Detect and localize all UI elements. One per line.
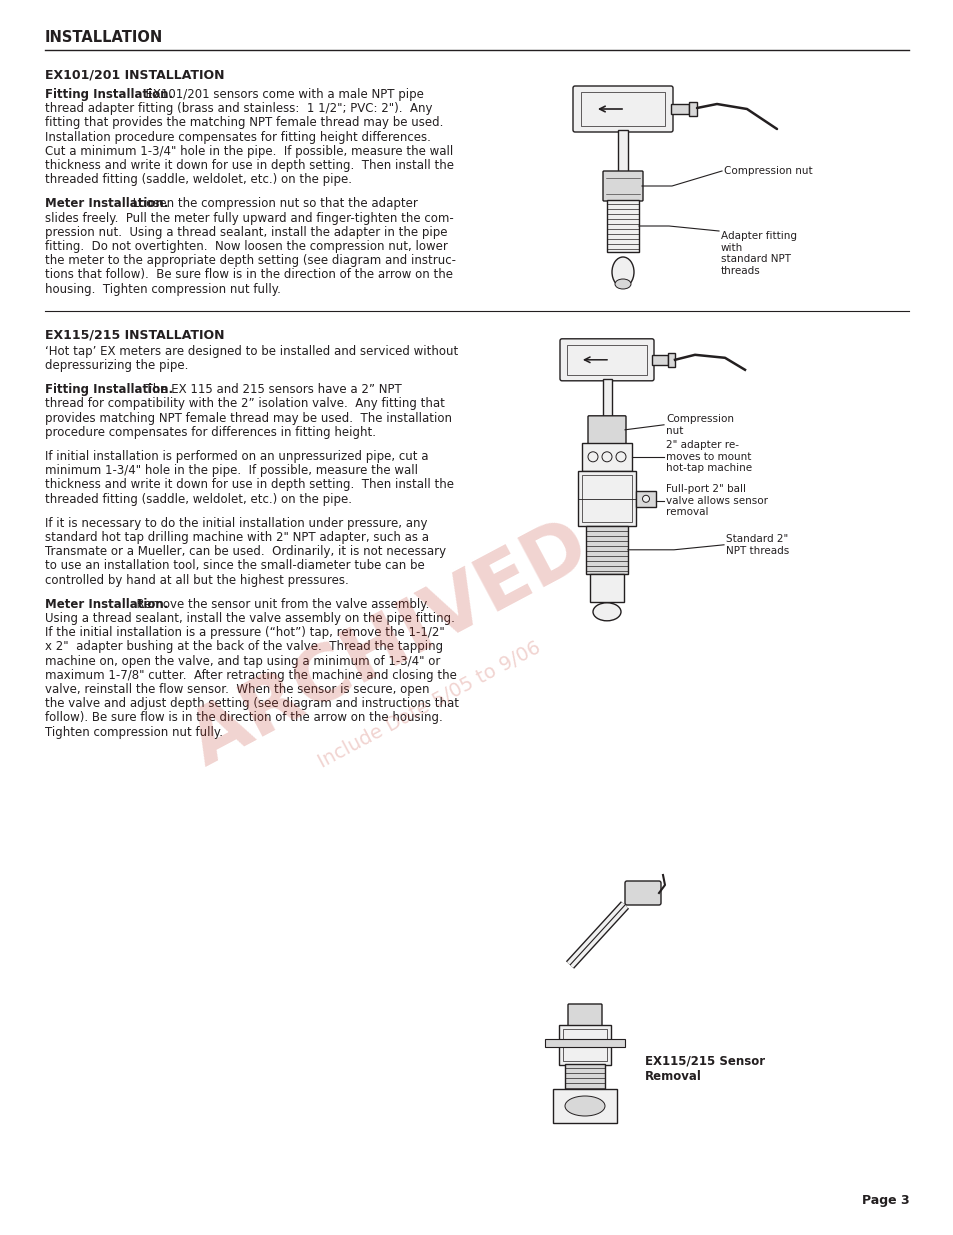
Bar: [578, 471, 636, 526]
Text: provides matching NPT female thread may be used.  The installation: provides matching NPT female thread may …: [45, 411, 452, 425]
Text: If initial installation is performed on an unpressurized pipe, cut a: If initial installation is performed on …: [45, 450, 428, 463]
Ellipse shape: [612, 257, 634, 287]
Text: EX115/215 Sensor
Removal: EX115/215 Sensor Removal: [644, 1055, 764, 1083]
FancyBboxPatch shape: [573, 86, 672, 132]
Text: Cut a minimum 1-3/4" hole in the pipe.  If possible, measure the wall: Cut a minimum 1-3/4" hole in the pipe. I…: [45, 144, 453, 158]
Text: threaded fitting (saddle, weldolet, etc.) on the pipe.: threaded fitting (saddle, weldolet, etc.…: [45, 173, 352, 186]
Text: Meter Installation.: Meter Installation.: [45, 598, 168, 611]
Text: pression nut.  Using a thread sealant, install the adapter in the pipe: pression nut. Using a thread sealant, in…: [45, 226, 447, 238]
Text: The EX 115 and 215 sensors have a 2” NPT: The EX 115 and 215 sensors have a 2” NPT: [137, 383, 401, 396]
Ellipse shape: [641, 495, 649, 503]
Text: Fitting Installation.: Fitting Installation.: [45, 383, 172, 396]
Text: fitting that provides the matching NPT female thread may be used.: fitting that provides the matching NPT f…: [45, 116, 443, 130]
Text: valve, reinstall the flow sensor.  When the sensor is secure, open: valve, reinstall the flow sensor. When t…: [45, 683, 429, 697]
Text: If the initial installation is a pressure (“hot”) tap, remove the 1-1/2": If the initial installation is a pressur…: [45, 626, 444, 640]
FancyBboxPatch shape: [587, 416, 625, 443]
Text: procedure compensates for differences in fitting height.: procedure compensates for differences in…: [45, 426, 375, 438]
Text: ARCHIVED: ARCHIVED: [178, 509, 601, 782]
Bar: [581, 474, 631, 522]
Bar: [606, 200, 639, 252]
Ellipse shape: [564, 1095, 604, 1116]
Text: Page 3: Page 3: [862, 1194, 909, 1207]
Text: Meter Installation.: Meter Installation.: [45, 198, 168, 210]
Text: Remove the sensor unit from the valve assembly.: Remove the sensor unit from the valve as…: [129, 598, 429, 611]
Text: ‘Hot tap’ EX meters are designed to be installed and serviced without: ‘Hot tap’ EX meters are designed to be i…: [45, 345, 457, 358]
Bar: [667, 353, 675, 367]
Text: Full-port 2" ball
valve allows sensor
removal: Full-port 2" ball valve allows sensor re…: [665, 484, 767, 517]
Text: tions that follow).  Be sure flow is in the direction of the arrow on the: tions that follow). Be sure flow is in t…: [45, 268, 453, 282]
Text: Include Date 5/05 to 9/06: Include Date 5/05 to 9/06: [315, 638, 544, 772]
Text: maximum 1-7/8" cutter.  After retracting the machine and closing the: maximum 1-7/8" cutter. After retracting …: [45, 669, 456, 682]
Text: slides freely.  Pull the meter fully upward and finger-tighten the com-: slides freely. Pull the meter fully upwa…: [45, 211, 454, 225]
Text: the valve and adjust depth setting (see diagram and instructions that: the valve and adjust depth setting (see …: [45, 698, 458, 710]
Text: controlled by hand at all but the highest pressures.: controlled by hand at all but the highes…: [45, 573, 349, 587]
Text: thread adapter fitting (brass and stainless:  1 1/2"; PVC: 2").  Any: thread adapter fitting (brass and stainl…: [45, 103, 432, 115]
FancyBboxPatch shape: [567, 1004, 601, 1026]
Text: housing.  Tighten compression nut fully.: housing. Tighten compression nut fully.: [45, 283, 280, 295]
Text: thickness and write it down for use in depth setting.  Then install the: thickness and write it down for use in d…: [45, 478, 454, 492]
Text: x 2"  adapter bushing at the back of the valve.  Thread the tapping: x 2" adapter bushing at the back of the …: [45, 641, 442, 653]
Text: threaded fitting (saddle, weldolet, etc.) on the pipe.: threaded fitting (saddle, weldolet, etc.…: [45, 493, 352, 505]
Text: Transmate or a Mueller, can be used.  Ordinarily, it is not necessary: Transmate or a Mueller, can be used. Ord…: [45, 545, 446, 558]
Text: the meter to the appropriate depth setting (see diagram and instruc-: the meter to the appropriate depth setti…: [45, 254, 456, 267]
Text: Installation procedure compensates for fitting height differences.: Installation procedure compensates for f…: [45, 131, 431, 143]
Text: EX101/201 sensors come with a male NPT pipe: EX101/201 sensors come with a male NPT p…: [137, 88, 423, 101]
Text: EX115/215 INSTALLATION: EX115/215 INSTALLATION: [45, 329, 224, 342]
Text: minimum 1-3/4" hole in the pipe.  If possible, measure the wall: minimum 1-3/4" hole in the pipe. If poss…: [45, 464, 417, 477]
Text: Standard 2"
NPT threads: Standard 2" NPT threads: [725, 534, 788, 556]
Text: Using a thread sealant, install the valve assembly on the pipe fitting.: Using a thread sealant, install the valv…: [45, 613, 455, 625]
Text: fitting.  Do not overtighten.  Now loosen the compression nut, lower: fitting. Do not overtighten. Now loosen …: [45, 240, 447, 253]
Ellipse shape: [615, 279, 630, 289]
Bar: [585, 526, 627, 574]
Text: thread for compatibility with the 2” isolation valve.  Any fitting that: thread for compatibility with the 2” iso…: [45, 398, 444, 410]
Bar: [651, 354, 667, 364]
Text: standard hot tap drilling machine with 2" NPT adapter, such as a: standard hot tap drilling machine with 2…: [45, 531, 429, 543]
Text: Adapter fitting
with
standard NPT
threads: Adapter fitting with standard NPT thread…: [720, 231, 796, 275]
Text: follow). Be sure flow is in the direction of the arrow on the housing.: follow). Be sure flow is in the directio…: [45, 711, 442, 725]
Text: Fitting Installation.: Fitting Installation.: [45, 88, 172, 101]
Bar: [544, 1039, 624, 1047]
FancyBboxPatch shape: [602, 170, 642, 201]
Bar: [553, 1089, 617, 1123]
Text: machine on, open the valve, and tap using a minimum of 1-3/4" or: machine on, open the valve, and tap usin…: [45, 655, 440, 668]
Bar: [589, 574, 623, 601]
Text: INSTALLATION: INSTALLATION: [45, 30, 163, 44]
Text: depressurizing the pipe.: depressurizing the pipe.: [45, 359, 188, 372]
Text: 2" adapter re-
moves to mount
hot-tap machine: 2" adapter re- moves to mount hot-tap ma…: [665, 440, 751, 473]
Text: If it is necessary to do the initial installation under pressure, any: If it is necessary to do the initial ins…: [45, 516, 427, 530]
Text: thickness and write it down for use in depth setting.  Then install the: thickness and write it down for use in d…: [45, 159, 454, 172]
Text: to use an installation tool, since the small-diameter tube can be: to use an installation tool, since the s…: [45, 559, 424, 572]
FancyBboxPatch shape: [624, 881, 660, 905]
Bar: [558, 1025, 610, 1065]
Bar: [580, 91, 664, 126]
Bar: [564, 1065, 604, 1091]
Text: Compression nut: Compression nut: [723, 165, 812, 177]
Text: Compression
nut: Compression nut: [665, 414, 733, 436]
Bar: [566, 345, 646, 374]
Text: EX101/201 INSTALLATION: EX101/201 INSTALLATION: [45, 68, 224, 82]
Bar: [581, 443, 631, 471]
Bar: [670, 104, 688, 114]
Bar: [562, 1029, 606, 1061]
Ellipse shape: [593, 603, 620, 621]
Bar: [636, 490, 656, 506]
Text: Tighten compression nut fully.: Tighten compression nut fully.: [45, 726, 223, 739]
Bar: [602, 379, 612, 416]
FancyBboxPatch shape: [559, 338, 654, 380]
Text: Loosen the compression nut so that the adapter: Loosen the compression nut so that the a…: [129, 198, 417, 210]
Bar: [688, 103, 697, 116]
Bar: [618, 130, 627, 172]
